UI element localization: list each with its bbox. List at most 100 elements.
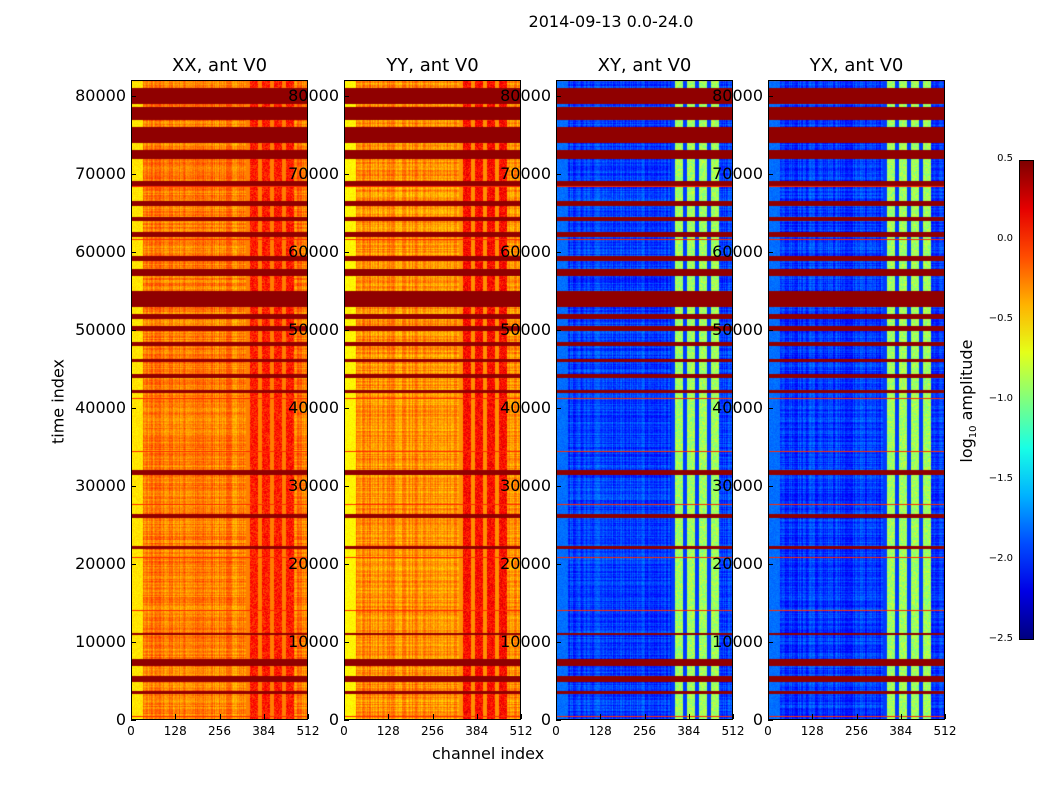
panel-title: YX, ant V0 [809,55,904,76]
y-tick-mark [344,641,349,643]
y-axis-label: time index [48,359,68,445]
y-tick-label: 30000 [500,475,551,495]
y-tick-mark [556,485,561,487]
heatmap-image [768,80,945,720]
x-tick-label: 512 [296,724,320,738]
x-tick-mark [344,714,345,719]
heatmap-panel [556,80,733,720]
colorbar-label-sub: 10 [968,425,980,439]
y-tick-mark [344,329,349,331]
y-tick-mark [556,641,561,643]
y-tick-mark [131,407,136,409]
x-tick-mark [644,714,646,719]
y-tick-mark [344,407,349,409]
y-tick-mark [768,485,773,487]
y-tick-label: 50000 [288,319,339,339]
y-tick-mark [768,95,773,97]
x-tick-label: 0 [340,724,348,738]
x-tick-label: 384 [252,724,276,738]
y-tick-mark [131,329,136,331]
y-tick-label: 80000 [712,85,763,105]
y-tick-mark [556,95,561,97]
figure-title: 2014-09-13 0.0-24.0 [528,12,694,31]
x-tick-mark [600,714,602,719]
y-tick-label: 40000 [500,397,551,417]
x-tick-mark [175,714,177,719]
y-tick-label: 60000 [500,241,551,261]
x-tick-label: 256 [845,724,868,738]
heatmap-panel [344,80,521,720]
x-tick-mark [812,714,814,719]
x-tick-label: 128 [588,724,612,738]
y-tick-mark [131,95,136,97]
y-tick-mark [768,251,773,253]
x-tick-mark [476,714,478,719]
x-tick-label: 256 [633,724,656,738]
heatmap-image [344,80,521,720]
y-tick-label: 20000 [288,553,339,573]
y-tick-mark [344,485,349,487]
x-tick-mark [768,714,769,719]
x-tick-label: 256 [421,724,444,738]
x-tick-label: 0 [552,724,560,738]
x-tick-label: 128 [376,724,400,738]
y-tick-label: 0 [752,710,763,729]
axes-frame [131,80,308,720]
y-tick-mark [131,485,136,487]
y-tick-label: 20000 [712,553,763,573]
colorbar-label-rest: amplitude [956,339,976,426]
y-tick-label: 10000 [500,631,551,651]
y-tick-mark [556,407,561,409]
colorbar-label: log10 amplitude [957,321,979,481]
y-tick-mark [344,720,349,721]
y-tick-label: 60000 [712,241,763,261]
colorbar-tick-label: −0.5 [988,313,1013,324]
y-tick-label: 0 [540,710,551,729]
y-tick-mark [131,641,136,643]
y-tick-label: 0 [115,710,126,729]
y-tick-label: 80000 [288,85,339,105]
x-tick-mark [219,714,221,719]
y-tick-mark [556,173,561,175]
y-tick-mark [131,720,136,721]
y-tick-label: 0 [328,710,339,729]
x-tick-label: 512 [933,724,957,738]
y-tick-label: 40000 [712,397,763,417]
colorbar-tick-label: −2.5 [988,633,1013,644]
y-tick-mark [556,563,561,565]
x-tick-label: 512 [509,724,533,738]
y-tick-mark [768,173,773,175]
x-tick-label: 512 [721,724,745,738]
x-tick-label: 384 [677,724,701,738]
x-tick-mark [856,714,858,719]
x-tick-label: 0 [127,724,135,738]
y-tick-label: 30000 [712,475,763,495]
y-tick-mark [768,329,773,331]
x-tick-label: 384 [465,724,489,738]
y-tick-label: 60000 [288,241,339,261]
y-tick-mark [131,251,136,253]
y-tick-label: 30000 [75,475,126,495]
axes-frame [344,80,521,720]
panel-title: YY, ant V0 [386,55,479,76]
y-tick-label: 70000 [500,163,551,183]
heatmap-panel [768,80,945,720]
x-tick-label: 0 [764,724,772,738]
x-tick-label: 128 [800,724,824,738]
y-tick-label: 60000 [75,241,126,261]
y-tick-label: 10000 [288,631,339,651]
y-tick-label: 20000 [500,553,551,573]
x-tick-mark [263,714,265,719]
x-tick-mark [945,714,946,719]
x-tick-mark [131,714,132,719]
colorbar-tick-label: −1.0 [988,393,1013,404]
x-tick-mark [308,714,309,719]
x-tick-label: 128 [163,724,187,738]
heatmap-image [131,80,308,720]
y-tick-mark [768,407,773,409]
x-tick-mark [388,714,390,719]
y-tick-label: 20000 [75,553,126,573]
y-tick-mark [131,563,136,565]
y-tick-label: 10000 [75,631,126,651]
x-tick-mark [432,714,434,719]
